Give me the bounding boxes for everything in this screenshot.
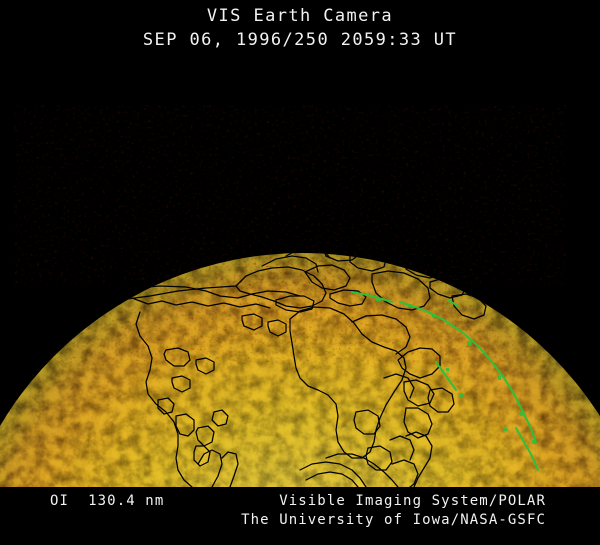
coastline-overlay [59,253,487,487]
affiliation-label: The University of Iowa/NASA-GSFC [241,512,546,528]
emission-label: OI 130.4 nm [50,493,165,509]
earth-disk-viewport [0,60,600,487]
terminator-speckles [376,298,535,444]
instrument-label: Visible Imaging System/POLAR [279,493,546,509]
page-title: VIS Earth Camera [206,6,394,26]
timestamp-label: SEP 06, 1996/250 2059:33 UT [142,30,458,50]
terminator-line [351,291,539,471]
earth-dayglow-render [0,60,600,487]
